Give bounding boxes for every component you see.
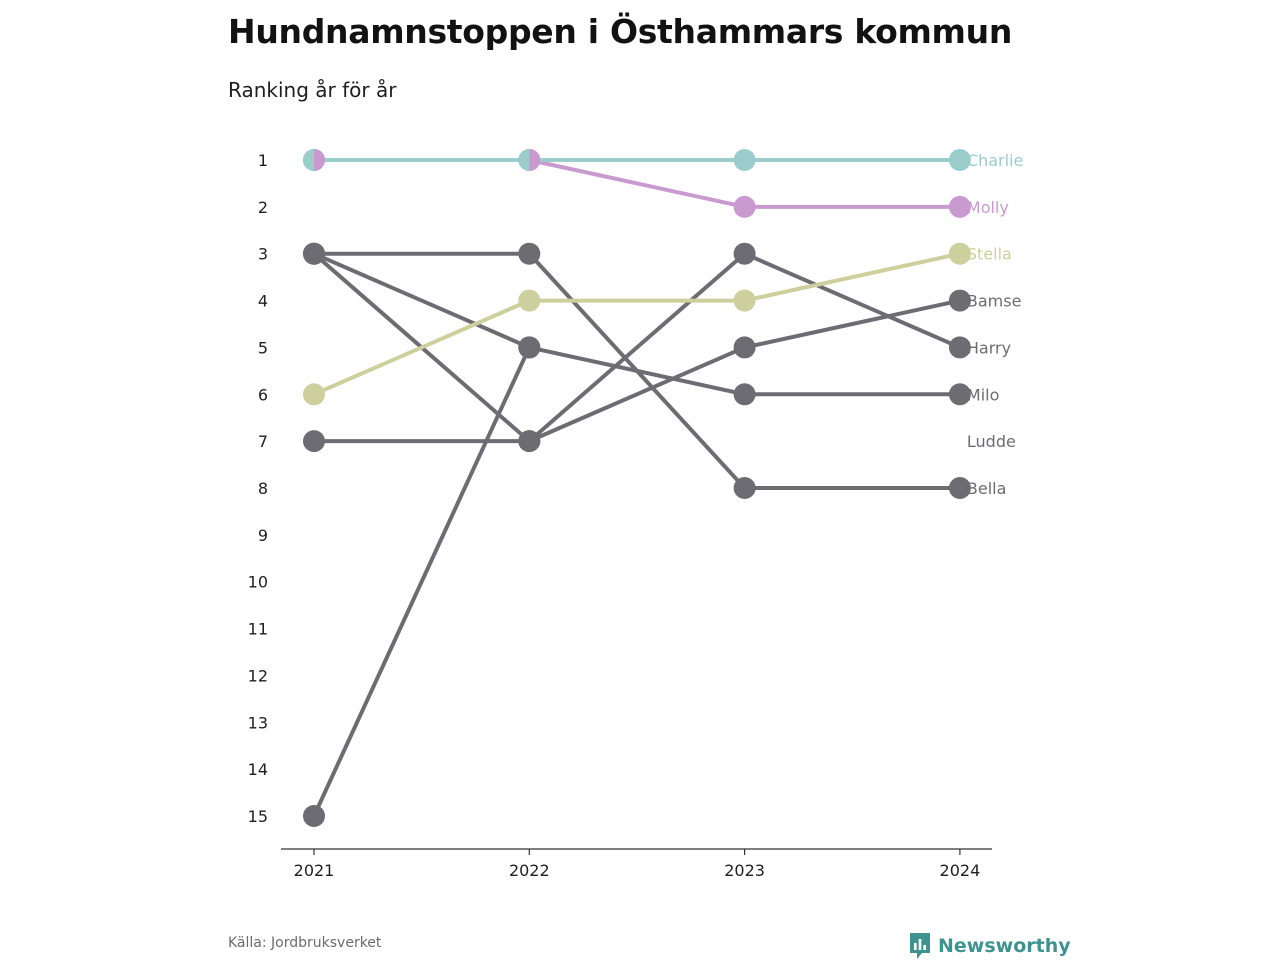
series-lines: [312, 158, 962, 818]
y-tick-label: 5: [258, 338, 268, 357]
series-label-ludde: Ludde: [967, 432, 1016, 451]
point-bamse: [948, 289, 971, 312]
y-tick-label: 12: [248, 666, 268, 685]
series-labels: Charlie Molly Stella Bamse Harry Milo Bella Lud…: [967, 151, 1023, 498]
point-stella: [948, 242, 971, 265]
chart-subtitle: Ranking år för år: [228, 78, 397, 102]
y-tick-label: 15: [248, 807, 268, 826]
x-axis-ticks: 2021 2022 2023 2024: [294, 849, 981, 880]
series-line-stella: [742, 251, 962, 303]
point-harry: [948, 336, 971, 359]
point-bamse: [303, 242, 325, 265]
y-tick-label: 14: [248, 760, 268, 779]
point-harry: [733, 242, 756, 265]
series-line-molly: [527, 158, 747, 209]
series-line-harry: [742, 251, 962, 350]
newsworthy-logo-icon: [910, 933, 930, 959]
series-line-milo: [527, 345, 747, 397]
series-line-milo: [312, 251, 532, 350]
point-bella: [733, 477, 756, 499]
y-tick-label: 4: [258, 292, 268, 311]
point-stella: [303, 383, 325, 406]
y-tick-label: 6: [258, 385, 268, 404]
x-tick-label: 2023: [724, 861, 765, 880]
y-tick-label: 9: [258, 526, 268, 545]
brand-name: Newsworthy: [938, 935, 1071, 957]
y-tick-label: 3: [258, 245, 268, 264]
y-tick-label: 10: [248, 573, 268, 592]
series-line-stella: [312, 298, 532, 397]
point-ludde: [303, 805, 325, 827]
point-bella: [948, 477, 971, 499]
series-label-harry: Harry: [967, 338, 1011, 357]
y-tick-label: 1: [258, 151, 268, 170]
x-tick-label: 2024: [940, 861, 981, 880]
point-stella: [518, 289, 541, 312]
point-bella: [518, 242, 541, 265]
series-line-harry: [527, 251, 747, 444]
series-line-bamse: [527, 345, 747, 444]
series-label-bella: Bella: [967, 479, 1007, 498]
series-label-charlie: Charlie: [967, 151, 1023, 170]
point-charlie: [733, 149, 756, 171]
chart-title: Hundnamnstoppen i Östhammars kommun: [228, 12, 1013, 51]
point-charlie-half: [303, 149, 314, 171]
series-points: [303, 149, 971, 827]
point-stella: [733, 289, 756, 312]
y-tick-label: 11: [248, 620, 268, 639]
series-line-bamse: [742, 298, 962, 350]
series-label-molly: Molly: [967, 198, 1009, 217]
y-tick-label: 2: [258, 198, 268, 217]
y-tick-label: 8: [258, 479, 268, 498]
point-milo: [518, 336, 541, 359]
point-molly-half: [314, 149, 325, 171]
point-molly-half: [529, 149, 541, 171]
series-label-milo: Milo: [967, 385, 999, 404]
series-label-stella: Stella: [967, 245, 1012, 264]
point-charlie-half: [518, 149, 530, 171]
x-tick-label: 2022: [509, 861, 550, 880]
point-charlie: [948, 149, 971, 171]
point-bamse: [518, 430, 541, 453]
point-milo: [948, 383, 971, 406]
source-note: Källa: Jordbruksverket: [228, 935, 382, 951]
point-milo: [733, 383, 756, 406]
point-molly: [948, 195, 971, 218]
y-tick-label: 13: [248, 713, 268, 732]
brand-logo: Newsworthy: [908, 930, 1071, 962]
point-molly: [733, 195, 756, 218]
series-line-ludde: [312, 345, 532, 818]
series-label-bamse: Bamse: [967, 292, 1022, 311]
x-tick-label: 2021: [294, 861, 335, 880]
point-bamse: [733, 336, 756, 359]
y-tick-label: 7: [258, 432, 268, 451]
point-harry: [303, 430, 325, 453]
